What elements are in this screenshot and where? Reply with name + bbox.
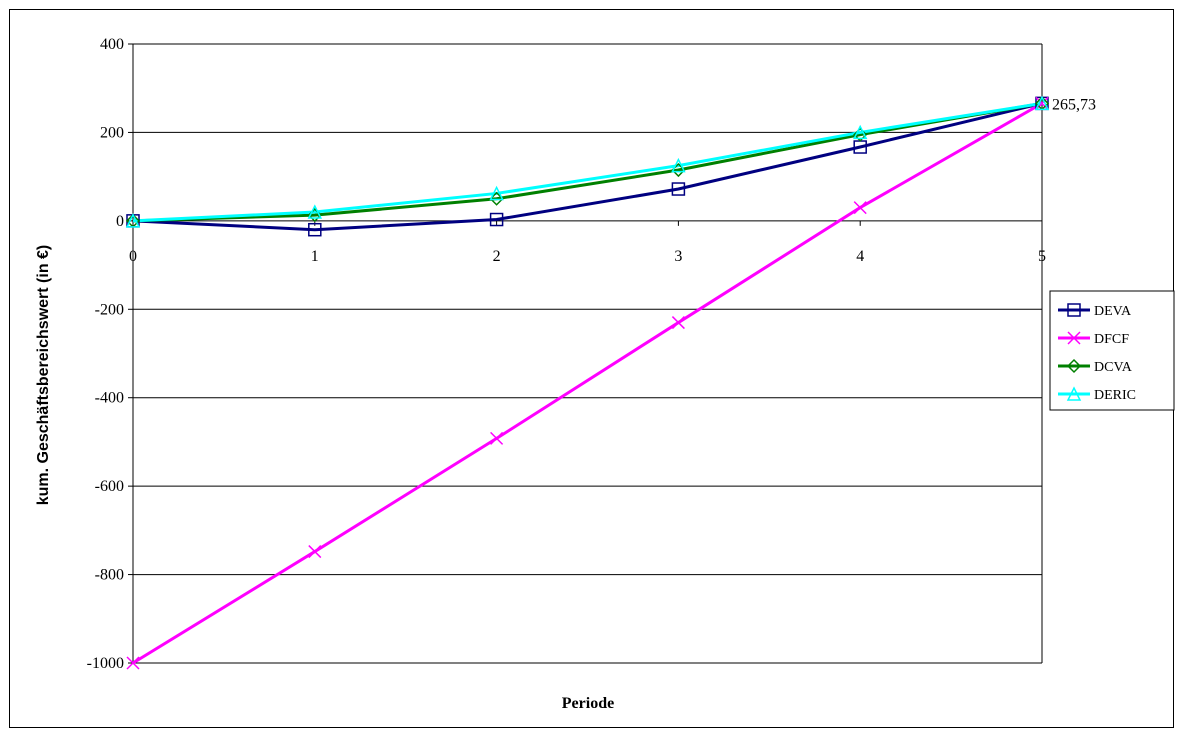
data-point-marker: [1035, 96, 1049, 110]
y-tick-label: -200: [95, 301, 124, 318]
marker-stroke: [1035, 96, 1049, 110]
legend-item: DFCF: [1058, 331, 1129, 347]
y-tick-label: 200: [100, 124, 124, 141]
data-point-marker: [671, 182, 686, 196]
data-point-marker: [489, 212, 504, 227]
marker-stroke: [490, 431, 504, 445]
data-point-marker: [853, 201, 867, 215]
series-line-deva: [132, 101, 1043, 232]
data-label: 265,73: [1052, 96, 1096, 113]
y-tick-label: -1000: [87, 655, 124, 672]
data-point-marker: [308, 222, 322, 237]
legend-item: DEVA: [1058, 303, 1132, 319]
data-point-marker: [490, 431, 504, 445]
data-point-marker: [308, 545, 322, 559]
data-point-marker: [1066, 358, 1082, 374]
series-line-dcva: [132, 101, 1043, 223]
y-tick-label: -800: [95, 567, 124, 584]
series-line-dfcf: [132, 102, 1043, 665]
data-point-marker: [489, 185, 504, 201]
data-point-marker: [671, 157, 686, 173]
data-point-marker: [125, 213, 141, 228]
x-tick-label: 2: [493, 248, 501, 265]
data-point-marker: [1034, 95, 1050, 111]
data-point-marker: [307, 204, 323, 219]
y-tick-label: -400: [95, 390, 124, 407]
chart-border: [9, 9, 1174, 728]
legend-item: DERIC: [1058, 386, 1136, 403]
data-point-marker: [1066, 386, 1082, 401]
x-axis-title: Periode: [562, 695, 614, 712]
x-tick-label: 0: [129, 248, 137, 265]
data-point-marker: [126, 656, 140, 670]
x-tick-label: 3: [674, 248, 682, 265]
y-axis-title: kum. Geschäftsbereichswert (in €): [35, 245, 52, 506]
legend-label: DCVA: [1094, 360, 1133, 375]
legend: DEVA DFCF DCVA DERIC: [1049, 290, 1175, 411]
data-point-marker: [852, 124, 868, 140]
series-line-deric: [132, 101, 1043, 223]
marker-stroke: [1067, 331, 1081, 345]
data-point-marker: [853, 127, 868, 142]
data-point-marker: [1067, 331, 1081, 345]
legend-item: DCVA: [1058, 358, 1133, 375]
data-point-marker: [671, 316, 685, 330]
legend-label: DEVA: [1094, 304, 1132, 319]
x-tick-label: 4: [856, 248, 864, 265]
data-point-marker: [1067, 303, 1081, 317]
legend-label: DERIC: [1094, 388, 1136, 403]
x-tick-label: 1: [311, 248, 319, 265]
marker-stroke: [126, 656, 140, 670]
marker-stroke: [853, 201, 867, 215]
y-tick-label: 0: [116, 213, 124, 230]
marker-stroke: [308, 545, 322, 559]
legend-label: DFCF: [1094, 332, 1129, 347]
y-tick-label: 400: [100, 36, 124, 53]
y-tick-label: -600: [95, 478, 124, 495]
marker-stroke: [671, 316, 685, 330]
